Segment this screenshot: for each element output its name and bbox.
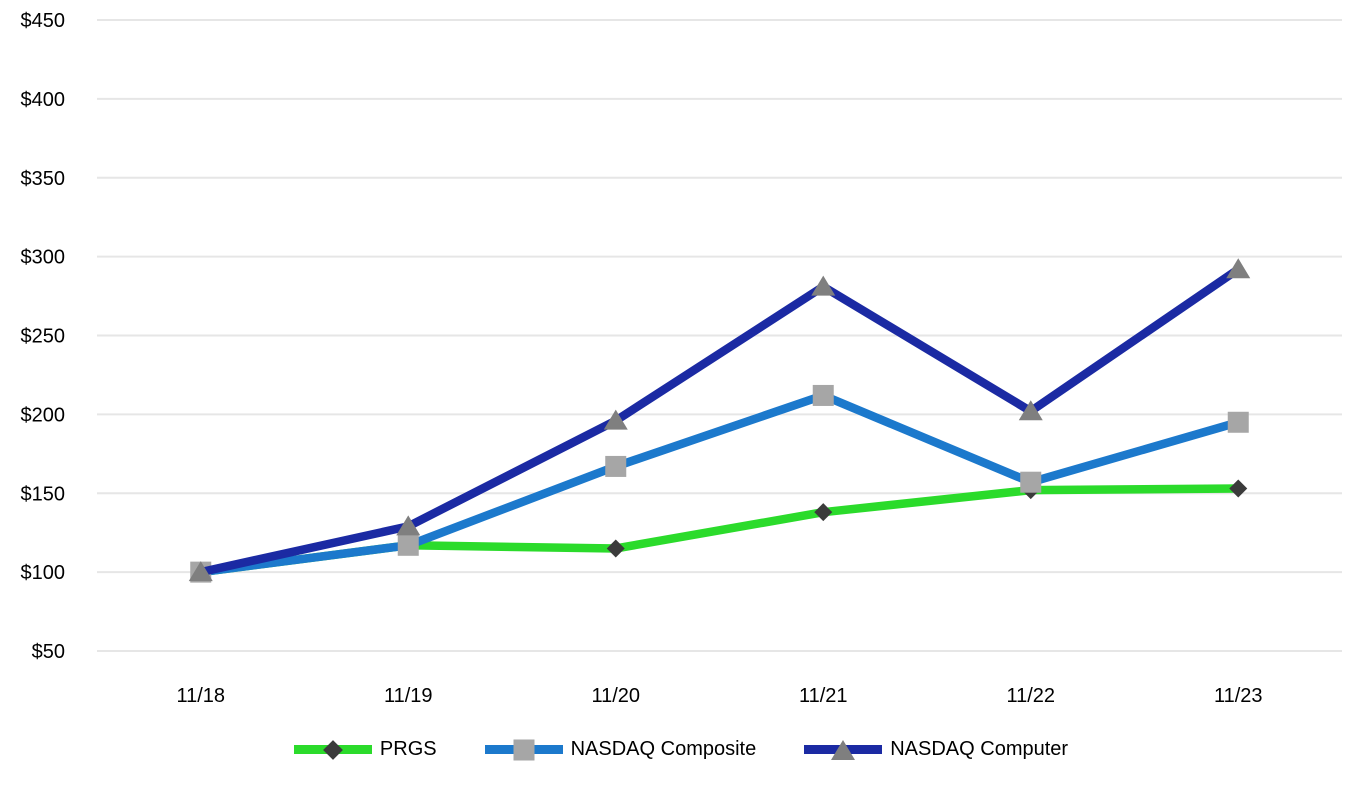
- y-tick-label: $450: [21, 10, 66, 32]
- y-tick-label: $350: [21, 168, 66, 190]
- x-tick-label: 11/22: [1006, 685, 1055, 707]
- marker-triangle-nasdaq-computer: [603, 409, 628, 430]
- series-line-nasdaq-computer: [199, 265, 1241, 577]
- y-tick-label: $200: [21, 404, 66, 426]
- y-tick-label: $250: [21, 326, 66, 348]
- plot-area: $50 $100 $150 $200 $250 $300 $350 $400 $450 11/18…: [21, 10, 1342, 707]
- marker-triangle-nasdaq-computer: [396, 515, 421, 536]
- legend-marker-triangle-icon: [831, 739, 856, 760]
- x-tick-label: 11/20: [591, 685, 640, 707]
- x-tick-label: 11/19: [384, 685, 433, 707]
- series-line-prgs: [200, 484, 1239, 577]
- legend-line-nasdaq-computer: [804, 739, 883, 760]
- legend-label-prgs: PRGS: [379, 738, 437, 760]
- legend-label-nasdaq-computer: NASDAQ Computer: [890, 738, 1069, 760]
- y-tick-label: $400: [21, 89, 66, 111]
- series-line-nasdaq-composite: [200, 390, 1240, 577]
- marker-diamond-prgs: [814, 503, 833, 522]
- x-tick-label: 11/21: [799, 685, 848, 707]
- marker-square-nasdaq-composite: [1020, 471, 1042, 493]
- marker-square-nasdaq-composite: [812, 384, 834, 406]
- legend-marker-square-icon: [513, 739, 535, 760]
- marker-square-nasdaq-composite: [605, 455, 627, 477]
- legend-label-nasdaq-composite: NASDAQ Composite: [570, 738, 757, 760]
- legend-item-nasdaq-composite: NASDAQ Composite: [484, 738, 757, 761]
- marker-triangle-nasdaq-computer: [1018, 400, 1043, 421]
- y-tick-label: $150: [21, 483, 66, 505]
- marker-square-nasdaq-composite: [397, 534, 419, 556]
- marker-triangle-nasdaq-computer: [811, 275, 836, 296]
- legend-marker-diamond-icon: [323, 739, 343, 760]
- legend-item-nasdaq-computer: NASDAQ Computer: [804, 738, 1068, 761]
- marker-triangle-nasdaq-computer: [188, 561, 213, 582]
- y-tick-label: $300: [21, 247, 66, 269]
- marker-diamond-prgs: [606, 539, 625, 558]
- legend-line-nasdaq-composite: [484, 739, 563, 760]
- x-tick-label: 11/18: [176, 685, 225, 707]
- marker-diamond-prgs: [1229, 479, 1248, 498]
- y-tick-label: $50: [32, 641, 65, 663]
- legend-item-prgs: PRGS: [293, 738, 437, 761]
- x-tick-label: 11/23: [1214, 685, 1263, 707]
- legend-line-prgs: [293, 739, 372, 760]
- marker-triangle-nasdaq-computer: [1226, 258, 1251, 279]
- chart-legend: PRGS NASDAQ Composite NASDAQ Computer: [0, 738, 1362, 761]
- y-tick-label: $100: [21, 562, 66, 584]
- marker-square-nasdaq-composite: [1227, 411, 1249, 433]
